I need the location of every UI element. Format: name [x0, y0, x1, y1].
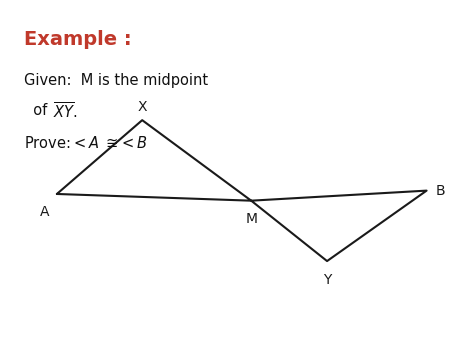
Text: of: of: [24, 103, 52, 119]
Text: $\overline{\mathit{XY}}$.: $\overline{\mathit{XY}}$.: [53, 102, 78, 122]
Text: Prove:$< \mathit{A}\ \cong\!< \mathit{B}$: Prove:$< \mathit{A}\ \cong\!< \mathit{B}…: [24, 135, 147, 151]
Text: M: M: [245, 212, 257, 226]
Text: A: A: [40, 206, 50, 219]
Text: Y: Y: [323, 273, 331, 286]
Text: Given:  M is the midpoint: Given: M is the midpoint: [24, 73, 208, 88]
Text: Example :: Example :: [24, 29, 131, 49]
Text: B: B: [436, 184, 446, 198]
Text: X: X: [137, 100, 147, 114]
